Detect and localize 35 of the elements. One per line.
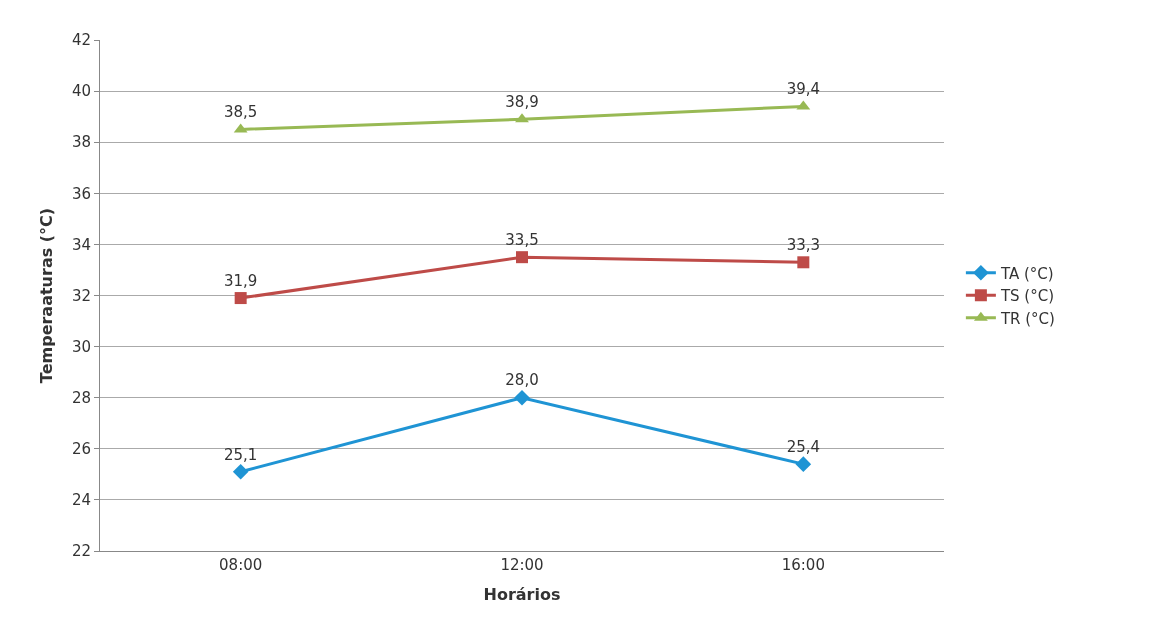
y-tick-label: 40 bbox=[71, 82, 91, 101]
legend-label: TA (°C) bbox=[999, 264, 1054, 283]
y-axis-title: Temperaaturas (°C) bbox=[36, 207, 56, 384]
y-tick-label: 42 bbox=[71, 31, 91, 50]
data-label: 33,3 bbox=[786, 236, 821, 255]
legend-label: TS (°C) bbox=[999, 287, 1055, 306]
data-label: 25,4 bbox=[786, 437, 821, 456]
point bbox=[514, 389, 530, 406]
y-tick-label: 38 bbox=[71, 133, 91, 152]
y-tick-label: 28 bbox=[71, 388, 91, 407]
x-tick-label: 12:00 bbox=[500, 556, 544, 574]
y-tick-label: 24 bbox=[71, 491, 91, 510]
point bbox=[797, 256, 810, 269]
data-label: 38,9 bbox=[505, 92, 539, 111]
legend-label: TR (°C) bbox=[999, 309, 1055, 328]
data-label: 25,1 bbox=[223, 445, 258, 464]
y-tick-label: 32 bbox=[71, 286, 91, 305]
data-label: 39,4 bbox=[786, 80, 821, 99]
y-tick-label: 30 bbox=[71, 337, 91, 356]
y-tick-label: 26 bbox=[71, 440, 91, 459]
point bbox=[516, 251, 528, 264]
x-axis-title: Horários bbox=[483, 584, 561, 604]
data-label: 33,5 bbox=[505, 230, 539, 249]
data-label: 31,9 bbox=[223, 271, 258, 290]
data-label: 28,0 bbox=[505, 371, 539, 390]
y-tick-label: 22 bbox=[71, 542, 91, 561]
y-tick-label: 36 bbox=[71, 184, 91, 203]
point bbox=[234, 292, 247, 305]
point bbox=[515, 113, 529, 123]
x-tick-label: 08:00 bbox=[219, 556, 263, 574]
point bbox=[795, 456, 812, 472]
data-label: 38,5 bbox=[223, 103, 258, 122]
y-tick-label: 34 bbox=[71, 235, 91, 254]
x-tick-label: 16:00 bbox=[781, 556, 825, 574]
point bbox=[232, 464, 249, 480]
